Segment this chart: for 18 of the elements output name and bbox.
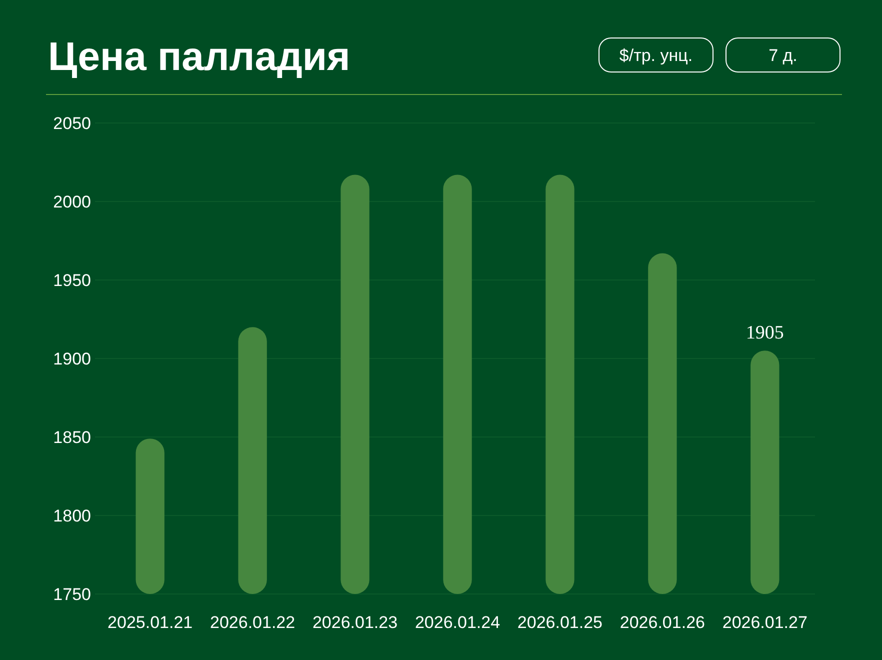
y-tick-label: 1850	[53, 428, 91, 447]
text: 7 д.	[768, 46, 798, 65]
x-tick-label: 2026.01.24	[414, 613, 500, 632]
y-tick-label: 2050	[53, 114, 91, 133]
x-tick-label: 2026.01.23	[312, 613, 398, 632]
data-label: 1905	[746, 322, 784, 344]
y-tick-label: 1950	[53, 270, 91, 290]
text: $/тр. унц.	[619, 46, 693, 65]
y-tick-label: 2000	[53, 192, 91, 212]
y-tick-label: 1800	[53, 506, 91, 526]
y-tick-label: 1750	[53, 584, 91, 604]
x-tick-label: 2026.01.25	[517, 613, 603, 632]
x-tick-label: 2026.01.22	[210, 613, 296, 632]
y-tick-label: 1900	[53, 349, 91, 368]
x-tick-label: 2026.01.26	[620, 613, 705, 632]
chart-title: Цена палладия	[48, 35, 350, 79]
x-tick-label: 2025.01.21	[108, 613, 193, 632]
x-tick-label: 2026.01.27	[722, 613, 808, 632]
